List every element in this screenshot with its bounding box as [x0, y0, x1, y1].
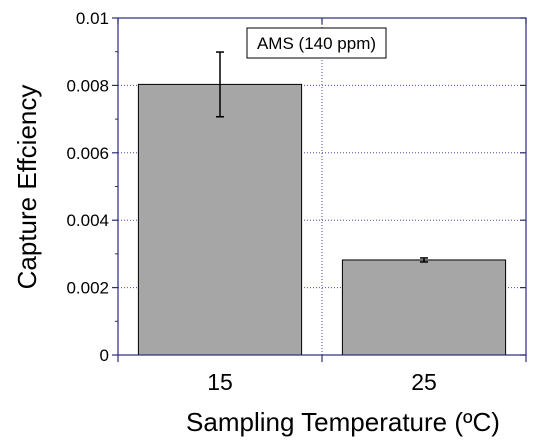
x-tick-labels: 15 25 [207, 369, 437, 395]
y-tick-label: 0 [100, 346, 109, 365]
annotation-border [246, 27, 387, 59]
annotation-text: AMS (140 ppm) [257, 34, 376, 53]
y-tick-label: 0.008 [66, 76, 109, 95]
bars [137, 83, 507, 356]
x-axis-title: Sampling Temperature (ºC) [186, 407, 500, 437]
annotation-box: AMS (140 ppm) [246, 27, 387, 59]
bar-15 [137, 83, 303, 356]
x-tick-label: 15 [207, 369, 233, 395]
error-bars [216, 51, 428, 263]
axis-ticks [112, 17, 527, 362]
y-tick-label: 0.002 [66, 279, 109, 298]
y-axis-title: Capture Effciency [12, 85, 42, 290]
y-tick-label: 0.004 [66, 211, 109, 230]
error-bar-25 [420, 257, 428, 263]
y-tick-label: 0.01 [76, 9, 109, 28]
x-tick-label: 25 [411, 369, 437, 395]
error-bar-15 [216, 51, 224, 118]
bar-25 [341, 259, 507, 356]
y-tick-labels: 0 0.002 0.004 0.006 0.008 0.01 [66, 9, 109, 365]
y-tick-label: 0.006 [66, 144, 109, 163]
